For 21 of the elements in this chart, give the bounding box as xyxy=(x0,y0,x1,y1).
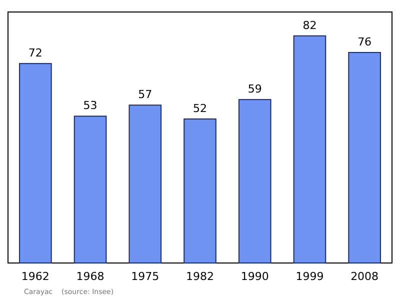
x-tick-label: 1968 xyxy=(76,270,104,283)
bar xyxy=(19,63,52,264)
x-tick-label: 1975 xyxy=(131,270,160,283)
bar xyxy=(128,104,162,264)
data-label: 82 xyxy=(302,18,317,32)
bar xyxy=(238,99,272,264)
x-tick-label: 1999 xyxy=(296,270,324,283)
x-tick-label: 2008 xyxy=(350,270,379,283)
x-tick-label: 1990 xyxy=(240,270,269,283)
bar xyxy=(348,52,381,264)
data-label: 72 xyxy=(28,46,42,60)
data-label: 53 xyxy=(83,99,98,112)
bar xyxy=(293,35,326,264)
bar xyxy=(184,118,216,264)
data-label: 52 xyxy=(193,102,207,115)
bar xyxy=(74,116,107,264)
data-label: 76 xyxy=(358,35,372,48)
data-label: 57 xyxy=(138,88,152,102)
data-label: 59 xyxy=(248,82,262,96)
x-tick-label: 1982 xyxy=(186,270,214,283)
x-tick-label: 1962 xyxy=(21,270,50,283)
